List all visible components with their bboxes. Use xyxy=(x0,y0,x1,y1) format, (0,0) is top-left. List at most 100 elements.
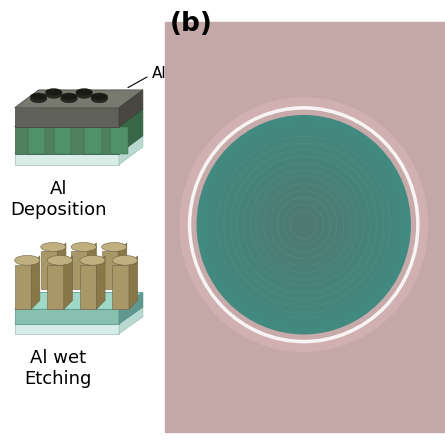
Circle shape xyxy=(239,158,369,291)
Circle shape xyxy=(279,199,329,251)
Circle shape xyxy=(212,131,396,319)
Polygon shape xyxy=(84,127,101,154)
Polygon shape xyxy=(119,292,143,324)
Ellipse shape xyxy=(45,90,62,98)
Circle shape xyxy=(200,118,408,331)
Polygon shape xyxy=(15,136,143,154)
Circle shape xyxy=(268,188,340,262)
Circle shape xyxy=(281,202,326,248)
Ellipse shape xyxy=(41,243,66,251)
Circle shape xyxy=(283,203,325,247)
Circle shape xyxy=(227,146,381,304)
Polygon shape xyxy=(15,154,119,165)
Polygon shape xyxy=(41,251,57,289)
Ellipse shape xyxy=(101,243,127,251)
Polygon shape xyxy=(119,136,143,165)
Circle shape xyxy=(243,162,365,287)
Polygon shape xyxy=(31,256,40,309)
Circle shape xyxy=(229,149,378,301)
Ellipse shape xyxy=(47,255,73,265)
Polygon shape xyxy=(28,127,45,154)
Circle shape xyxy=(277,198,330,252)
Circle shape xyxy=(265,185,342,264)
Circle shape xyxy=(237,157,370,293)
Text: (b): (b) xyxy=(169,11,212,37)
Circle shape xyxy=(285,206,322,244)
Circle shape xyxy=(251,170,357,279)
Text: Al wet
Etching: Al wet Etching xyxy=(24,349,92,388)
Circle shape xyxy=(247,166,361,283)
Ellipse shape xyxy=(30,95,47,103)
Circle shape xyxy=(208,126,400,323)
Circle shape xyxy=(276,196,332,253)
Circle shape xyxy=(244,163,364,286)
Polygon shape xyxy=(101,251,118,289)
Circle shape xyxy=(292,212,316,237)
Circle shape xyxy=(248,167,360,282)
Circle shape xyxy=(284,204,324,245)
Circle shape xyxy=(189,107,419,343)
Circle shape xyxy=(216,135,392,315)
Polygon shape xyxy=(57,243,66,289)
Circle shape xyxy=(275,195,333,255)
Circle shape xyxy=(201,120,406,330)
Circle shape xyxy=(280,200,328,249)
Circle shape xyxy=(271,190,337,259)
Circle shape xyxy=(206,125,401,324)
Circle shape xyxy=(255,174,353,275)
Polygon shape xyxy=(119,109,143,154)
Circle shape xyxy=(256,176,352,274)
Circle shape xyxy=(297,218,310,231)
Polygon shape xyxy=(71,251,88,289)
Circle shape xyxy=(299,219,309,230)
Circle shape xyxy=(303,223,305,226)
Polygon shape xyxy=(113,265,129,309)
Ellipse shape xyxy=(61,95,77,103)
Circle shape xyxy=(301,222,307,227)
Polygon shape xyxy=(15,307,143,324)
Circle shape xyxy=(205,124,402,326)
Text: Al
Deposition: Al Deposition xyxy=(10,180,106,219)
Circle shape xyxy=(214,134,393,316)
Polygon shape xyxy=(129,256,138,309)
Bar xyxy=(165,22,445,432)
Circle shape xyxy=(269,189,338,260)
Text: Al: Al xyxy=(152,66,166,81)
Polygon shape xyxy=(15,90,143,108)
Circle shape xyxy=(224,143,384,307)
Circle shape xyxy=(249,169,358,281)
Polygon shape xyxy=(15,109,143,127)
Circle shape xyxy=(217,136,390,313)
Circle shape xyxy=(241,161,366,289)
Circle shape xyxy=(236,155,372,294)
Ellipse shape xyxy=(30,93,47,100)
Circle shape xyxy=(260,180,348,270)
Ellipse shape xyxy=(80,255,105,265)
Polygon shape xyxy=(15,265,31,309)
Circle shape xyxy=(272,192,336,257)
Circle shape xyxy=(228,147,380,303)
Circle shape xyxy=(218,138,389,312)
Polygon shape xyxy=(47,265,64,309)
Circle shape xyxy=(240,159,368,290)
Circle shape xyxy=(192,110,416,339)
Polygon shape xyxy=(110,127,128,154)
Ellipse shape xyxy=(76,90,93,98)
Circle shape xyxy=(293,214,314,236)
Circle shape xyxy=(197,116,410,334)
Circle shape xyxy=(264,184,344,266)
Circle shape xyxy=(225,144,382,305)
Circle shape xyxy=(231,150,377,299)
Ellipse shape xyxy=(91,95,108,103)
Polygon shape xyxy=(15,108,119,127)
Circle shape xyxy=(287,207,321,243)
Circle shape xyxy=(252,172,356,278)
Ellipse shape xyxy=(91,93,108,100)
Circle shape xyxy=(253,173,354,276)
Circle shape xyxy=(291,211,317,239)
Polygon shape xyxy=(64,256,73,309)
Polygon shape xyxy=(15,309,119,324)
Ellipse shape xyxy=(15,255,40,265)
Polygon shape xyxy=(119,90,143,127)
Polygon shape xyxy=(97,256,105,309)
